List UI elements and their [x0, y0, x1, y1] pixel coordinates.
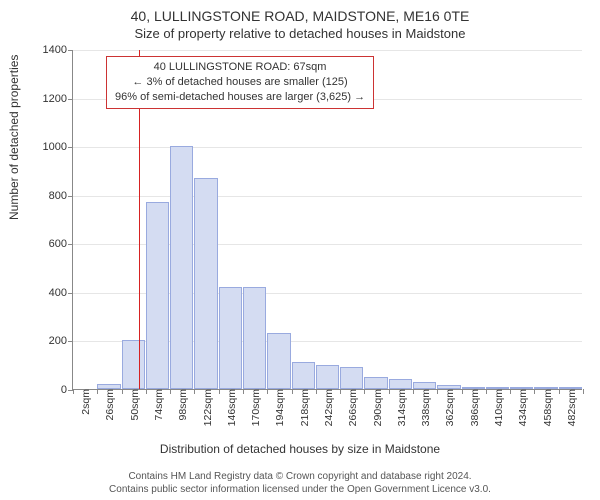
x-tick-label: 122sqm [200, 389, 214, 426]
y-tick-label: 600 [49, 238, 73, 250]
x-tick-mark [340, 389, 341, 394]
x-tick-mark [413, 389, 414, 394]
histogram-bar [194, 178, 217, 389]
x-tick-label: 26sqm [102, 389, 116, 421]
x-tick-label: 242sqm [321, 389, 335, 426]
x-tick-mark [219, 389, 220, 394]
histogram-bar [170, 146, 193, 389]
x-tick-mark [146, 389, 147, 394]
x-tick-mark [389, 389, 390, 394]
histogram-bar [364, 377, 387, 389]
y-tick-label: 800 [49, 190, 73, 202]
page-subtitle: Size of property relative to detached ho… [0, 24, 600, 47]
gridline [73, 50, 582, 51]
x-tick-label: 362sqm [442, 389, 456, 426]
x-tick-mark [486, 389, 487, 394]
x-tick-mark [462, 389, 463, 394]
x-tick-mark [510, 389, 511, 394]
x-tick-mark [170, 389, 171, 394]
footer: Contains HM Land Registry data © Crown c… [0, 471, 600, 496]
y-axis-label: Number of detached properties [7, 55, 21, 220]
callout-line-1: 40 LULLINGSTONE ROAD: 67sqm [115, 60, 365, 75]
histogram-bar [292, 362, 315, 389]
x-tick-label: 218sqm [297, 389, 311, 426]
x-tick-label: 434sqm [515, 389, 529, 426]
x-tick-mark [194, 389, 195, 394]
x-tick-label: 266sqm [345, 389, 359, 426]
x-tick-mark [559, 389, 560, 394]
x-tick-mark [267, 389, 268, 394]
x-tick-label: 98sqm [175, 389, 189, 421]
histogram-bar [389, 379, 412, 389]
x-tick-label: 386sqm [467, 389, 481, 426]
x-tick-label: 50sqm [127, 389, 141, 421]
callout-box: 40 LULLINGSTONE ROAD: 67sqm ← 3% of deta… [106, 56, 374, 109]
callout-line-3: 96% of semi-detached houses are larger (… [115, 90, 365, 105]
y-tick-label: 1400 [43, 44, 73, 56]
x-tick-label: 338sqm [418, 389, 432, 426]
footer-line-2: Contains public sector information licen… [0, 484, 600, 497]
x-tick-label: 290sqm [370, 389, 384, 426]
histogram-bar [340, 367, 363, 389]
histogram-bar [219, 287, 242, 389]
x-tick-mark [292, 389, 293, 394]
x-tick-mark [534, 389, 535, 394]
x-tick-label: 482sqm [564, 389, 578, 426]
y-tick-label: 1200 [43, 93, 73, 105]
x-tick-mark [583, 389, 584, 394]
x-tick-label: 410sqm [491, 389, 505, 426]
y-tick-label: 0 [61, 384, 73, 396]
x-tick-mark [316, 389, 317, 394]
x-tick-label: 458sqm [540, 389, 554, 426]
gridline [73, 196, 582, 197]
y-tick-label: 400 [49, 287, 73, 299]
x-tick-label: 74sqm [151, 389, 165, 421]
x-tick-label: 170sqm [248, 389, 262, 426]
histogram-bar [413, 382, 436, 389]
x-tick-mark [73, 389, 74, 394]
page-title: 40, LULLINGSTONE ROAD, MAIDSTONE, ME16 0… [0, 0, 600, 24]
footer-line-1: Contains HM Land Registry data © Crown c… [0, 471, 600, 484]
gridline [73, 147, 582, 148]
callout-line-2: ← 3% of detached houses are smaller (125… [115, 75, 365, 90]
histogram-bar [267, 333, 290, 389]
histogram-bar [243, 287, 266, 389]
x-tick-mark [97, 389, 98, 394]
x-tick-mark [437, 389, 438, 394]
histogram-bar [146, 202, 169, 389]
x-tick-label: 194sqm [272, 389, 286, 426]
histogram-bar [316, 365, 339, 389]
x-tick-label: 314sqm [394, 389, 408, 426]
histogram-bar [122, 340, 145, 389]
x-axis-label: Distribution of detached houses by size … [0, 442, 600, 456]
x-tick-mark [243, 389, 244, 394]
y-tick-label: 200 [49, 335, 73, 347]
y-tick-label: 1000 [43, 141, 73, 153]
x-tick-mark [364, 389, 365, 394]
x-tick-label: 146sqm [224, 389, 238, 426]
x-tick-label: 2sqm [78, 389, 92, 415]
x-tick-mark [122, 389, 123, 394]
